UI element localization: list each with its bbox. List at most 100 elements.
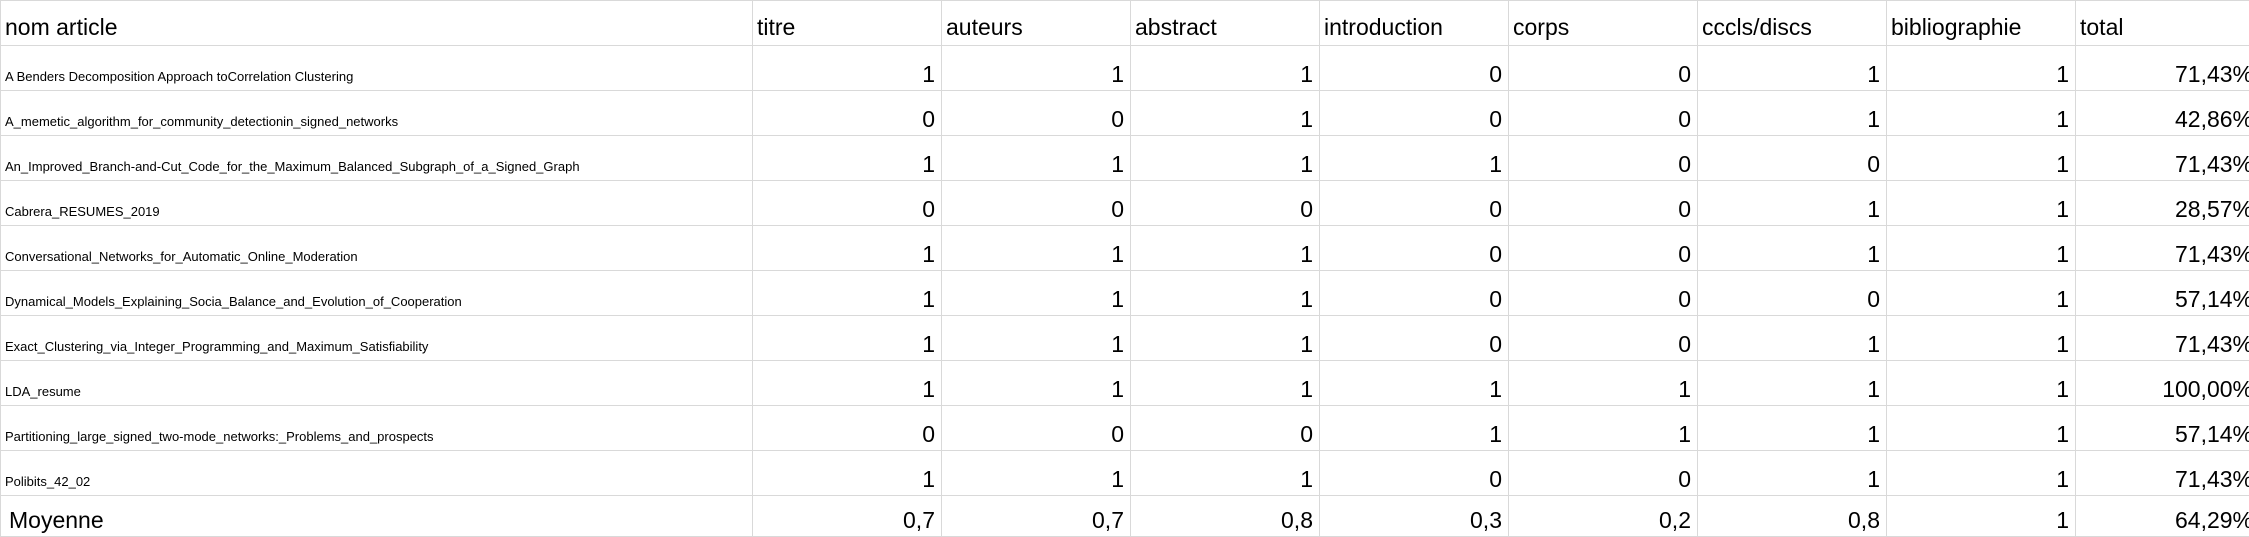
score-cell[interactable]: 1 xyxy=(753,451,942,496)
score-cell[interactable]: 1 xyxy=(1698,91,1887,136)
score-cell[interactable]: 0 xyxy=(1509,316,1698,361)
score-cell[interactable]: 1 xyxy=(1887,91,2076,136)
average-label-cell[interactable]: Moyenne xyxy=(1,496,753,537)
column-header-cell[interactable]: total xyxy=(2076,1,2249,46)
score-cell[interactable]: 0 xyxy=(1320,181,1509,226)
total-cell[interactable]: 71,43% xyxy=(2076,316,2249,361)
score-cell[interactable]: 0 xyxy=(1320,91,1509,136)
average-cell[interactable]: 0,8 xyxy=(1698,496,1887,537)
score-cell[interactable]: 1 xyxy=(1131,361,1320,406)
score-cell[interactable]: 0 xyxy=(942,91,1131,136)
score-cell[interactable]: 0 xyxy=(942,406,1131,451)
average-cell[interactable]: 0,7 xyxy=(753,496,942,537)
score-cell[interactable]: 1 xyxy=(1131,271,1320,316)
article-name-cell[interactable]: Exact_Clustering_via_Integer_Programming… xyxy=(1,316,753,361)
score-cell[interactable]: 1 xyxy=(1698,226,1887,271)
score-cell[interactable]: 1 xyxy=(1887,136,2076,181)
article-name-cell[interactable]: Partitioning_large_signed_two-mode_netwo… xyxy=(1,406,753,451)
score-cell[interactable]: 1 xyxy=(753,226,942,271)
score-cell[interactable]: 0 xyxy=(1131,406,1320,451)
average-cell[interactable]: 0,3 xyxy=(1320,496,1509,537)
score-cell[interactable]: 0 xyxy=(1509,451,1698,496)
article-name-cell[interactable]: A_memetic_algorithm_for_community_detect… xyxy=(1,91,753,136)
score-cell[interactable]: 0 xyxy=(1509,91,1698,136)
score-cell[interactable]: 1 xyxy=(1887,406,2076,451)
score-cell[interactable]: 1 xyxy=(942,136,1131,181)
column-header-cell[interactable]: abstract xyxy=(1131,1,1320,46)
score-cell[interactable]: 1 xyxy=(1887,271,2076,316)
score-cell[interactable]: 1 xyxy=(1320,136,1509,181)
column-header-cell[interactable]: bibliographie xyxy=(1887,1,2076,46)
total-cell[interactable]: 28,57% xyxy=(2076,181,2249,226)
total-cell[interactable]: 71,43% xyxy=(2076,226,2249,271)
column-header-cell[interactable]: auteurs xyxy=(942,1,1131,46)
score-cell[interactable]: 0 xyxy=(1509,136,1698,181)
score-cell[interactable]: 1 xyxy=(1131,226,1320,271)
total-cell[interactable]: 57,14% xyxy=(2076,406,2249,451)
score-cell[interactable]: 0 xyxy=(1509,181,1698,226)
score-cell[interactable]: 1 xyxy=(1698,406,1887,451)
score-cell[interactable]: 1 xyxy=(1131,136,1320,181)
score-cell[interactable]: 1 xyxy=(1887,46,2076,91)
article-name-cell[interactable]: Cabrera_RESUMES_2019 xyxy=(1,181,753,226)
score-cell[interactable]: 1 xyxy=(942,361,1131,406)
total-cell[interactable]: 71,43% xyxy=(2076,136,2249,181)
score-cell[interactable]: 1 xyxy=(1698,316,1887,361)
score-cell[interactable]: 0 xyxy=(753,91,942,136)
average-total-cell[interactable]: 64,29% xyxy=(2076,496,2249,537)
score-cell[interactable]: 1 xyxy=(942,316,1131,361)
score-cell[interactable]: 0 xyxy=(1320,226,1509,271)
article-name-cell[interactable]: A Benders Decomposition Approach toCorre… xyxy=(1,46,753,91)
column-header-cell[interactable]: introduction xyxy=(1320,1,1509,46)
score-cell[interactable]: 1 xyxy=(1887,316,2076,361)
score-cell[interactable]: 1 xyxy=(1131,316,1320,361)
score-cell[interactable]: 0 xyxy=(1509,271,1698,316)
total-cell[interactable]: 71,43% xyxy=(2076,46,2249,91)
score-cell[interactable]: 1 xyxy=(1320,361,1509,406)
total-cell[interactable]: 42,86% xyxy=(2076,91,2249,136)
score-cell[interactable]: 1 xyxy=(1698,361,1887,406)
score-cell[interactable]: 1 xyxy=(1698,46,1887,91)
score-cell[interactable]: 0 xyxy=(1131,181,1320,226)
score-cell[interactable]: 1 xyxy=(1131,451,1320,496)
total-cell[interactable]: 100,00% xyxy=(2076,361,2249,406)
article-name-cell[interactable]: An_Improved_Branch-and-Cut_Code_for_the_… xyxy=(1,136,753,181)
score-cell[interactable]: 1 xyxy=(1887,181,2076,226)
average-cell[interactable]: 0,2 xyxy=(1509,496,1698,537)
score-cell[interactable]: 1 xyxy=(753,361,942,406)
score-cell[interactable]: 1 xyxy=(1887,226,2076,271)
score-cell[interactable]: 0 xyxy=(1698,271,1887,316)
score-cell[interactable]: 0 xyxy=(942,181,1131,226)
score-cell[interactable]: 0 xyxy=(1698,136,1887,181)
score-cell[interactable]: 1 xyxy=(1698,451,1887,496)
article-name-cell[interactable]: LDA_resume xyxy=(1,361,753,406)
score-cell[interactable]: 1 xyxy=(753,46,942,91)
article-name-cell[interactable]: Polibits_42_02 xyxy=(1,451,753,496)
score-cell[interactable]: 1 xyxy=(1887,361,2076,406)
score-cell[interactable]: 0 xyxy=(753,181,942,226)
column-header-cell[interactable]: corps xyxy=(1509,1,1698,46)
total-cell[interactable]: 57,14% xyxy=(2076,271,2249,316)
total-cell[interactable]: 71,43% xyxy=(2076,451,2249,496)
article-name-cell[interactable]: Dynamical_Models_Explaining_Socia_Balanc… xyxy=(1,271,753,316)
average-cell[interactable]: 0,7 xyxy=(942,496,1131,537)
score-cell[interactable]: 1 xyxy=(1509,361,1698,406)
score-cell[interactable]: 0 xyxy=(1320,271,1509,316)
score-cell[interactable]: 1 xyxy=(1509,406,1698,451)
score-cell[interactable]: 1 xyxy=(1131,46,1320,91)
score-cell[interactable]: 1 xyxy=(942,226,1131,271)
article-name-cell[interactable]: Conversational_Networks_for_Automatic_On… xyxy=(1,226,753,271)
score-cell[interactable]: 1 xyxy=(942,451,1131,496)
score-cell[interactable]: 1 xyxy=(1320,406,1509,451)
column-header-cell[interactable]: cccls/discs xyxy=(1698,1,1887,46)
score-cell[interactable]: 1 xyxy=(753,271,942,316)
score-cell[interactable]: 1 xyxy=(1887,451,2076,496)
score-cell[interactable]: 1 xyxy=(753,136,942,181)
average-cell[interactable]: 0,8 xyxy=(1131,496,1320,537)
column-header-cell[interactable]: titre xyxy=(753,1,942,46)
score-cell[interactable]: 0 xyxy=(1509,46,1698,91)
score-cell[interactable]: 1 xyxy=(1131,91,1320,136)
average-cell[interactable]: 1 xyxy=(1887,496,2076,537)
score-cell[interactable]: 0 xyxy=(1320,316,1509,361)
score-cell[interactable]: 1 xyxy=(942,46,1131,91)
